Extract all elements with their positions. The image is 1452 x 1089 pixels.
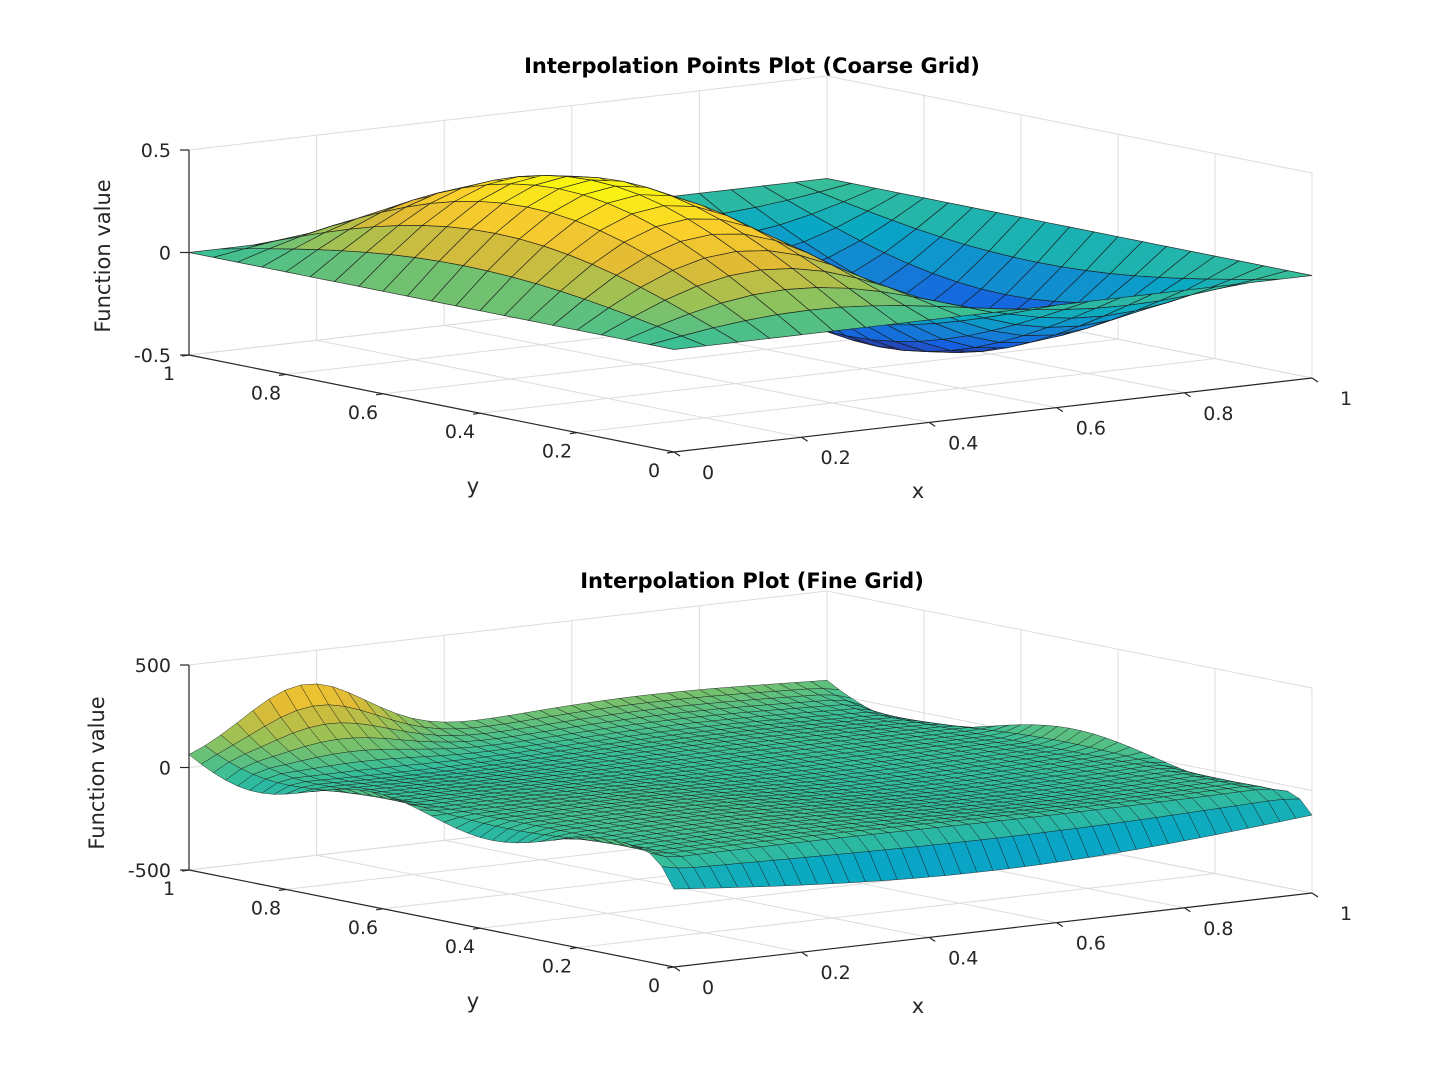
y-tick-label: 0.4 [445,421,475,443]
y-axis-line [188,354,675,453]
x-tick-label: 0.2 [820,962,850,984]
y-tick-label: 0.2 [542,956,572,978]
x-axis-line [673,892,1313,968]
y-tick [569,432,578,435]
z-tick-label: 0.5 [141,140,171,162]
x-tick-label: 0 [702,462,714,484]
z-axis-label: Function value [91,179,115,332]
x-tick-label: 0.8 [1203,918,1233,940]
y-tick [278,373,287,376]
x-tick [1311,377,1319,383]
y-tick [375,393,384,396]
y-tick-label: 0.6 [348,917,378,939]
x-tick [673,966,681,972]
y-tick-label: 0.4 [445,936,475,958]
x-tick-label: 1 [1340,388,1352,410]
x-tick [801,951,808,957]
x-tick-label: 0.2 [820,447,850,469]
y-tick-label: 0 [648,460,660,482]
grid-line [444,324,930,423]
x-tick [928,421,936,427]
y-tick [472,412,481,415]
surface-plot [188,679,1313,890]
y-tick [666,966,675,969]
surface-patch [1283,798,1313,819]
x-tick [1056,407,1064,413]
grid-line [316,854,802,953]
axes-lines [180,149,1319,457]
z-axis-label: Function value [85,696,109,849]
y-tick [472,927,481,930]
x-tick [1184,907,1191,913]
chart-title: Interpolation Points Plot (Coarse Grid) [524,54,980,78]
y-tick [375,908,384,911]
x-tick [673,451,681,457]
grid-line [188,75,1313,174]
y-tick-label: 0.2 [542,441,572,463]
surface-plot [188,174,1313,354]
x-tick-label: 0 [702,977,714,999]
x-tick [1056,922,1064,928]
y-axis-line [188,869,675,968]
grid-line [316,339,802,438]
y-axis-label: y [467,989,479,1013]
y-tick-label: 1 [163,363,175,385]
axes-lines [180,664,1319,972]
y-tick-label: 0.8 [251,897,281,919]
z-tick-label: 500 [135,655,171,677]
grid-line [576,873,1216,949]
z-tick-label: 0 [159,758,171,780]
x-tick-label: 0.6 [1076,933,1106,955]
x-tick [1311,892,1319,898]
x-tick-label: 0.6 [1076,418,1106,440]
y-tick-label: 0.6 [348,402,378,424]
x-tick-label: 0.4 [948,947,978,969]
x-axis-line [673,377,1313,453]
x-tick-label: 1 [1340,903,1352,925]
x-tick-label: 0.4 [948,432,978,454]
x-axis-label: x [912,994,924,1018]
chart-title: Interpolation Plot (Fine Grid) [580,569,924,593]
surface-patch [1255,270,1313,280]
x-tick [1184,392,1191,398]
x-tick-label: 0.8 [1203,403,1233,425]
z-tick-label: -500 [128,860,171,882]
grid-line [576,358,1216,434]
x-axis-label: x [912,479,924,503]
y-tick [278,888,287,891]
y-axis-label: y [467,474,479,498]
y-tick [569,947,578,950]
y-tick [666,451,675,454]
y-tick-label: 0 [648,975,660,997]
y-tick-label: 0.8 [251,382,281,404]
x-tick [801,436,808,442]
grid-line [188,590,1313,689]
grid-line [479,338,1119,414]
z-tick-label: -0.5 [134,345,171,367]
x-tick [928,936,936,942]
z-tick-label: 0 [159,243,171,265]
y-tick-label: 1 [163,878,175,900]
